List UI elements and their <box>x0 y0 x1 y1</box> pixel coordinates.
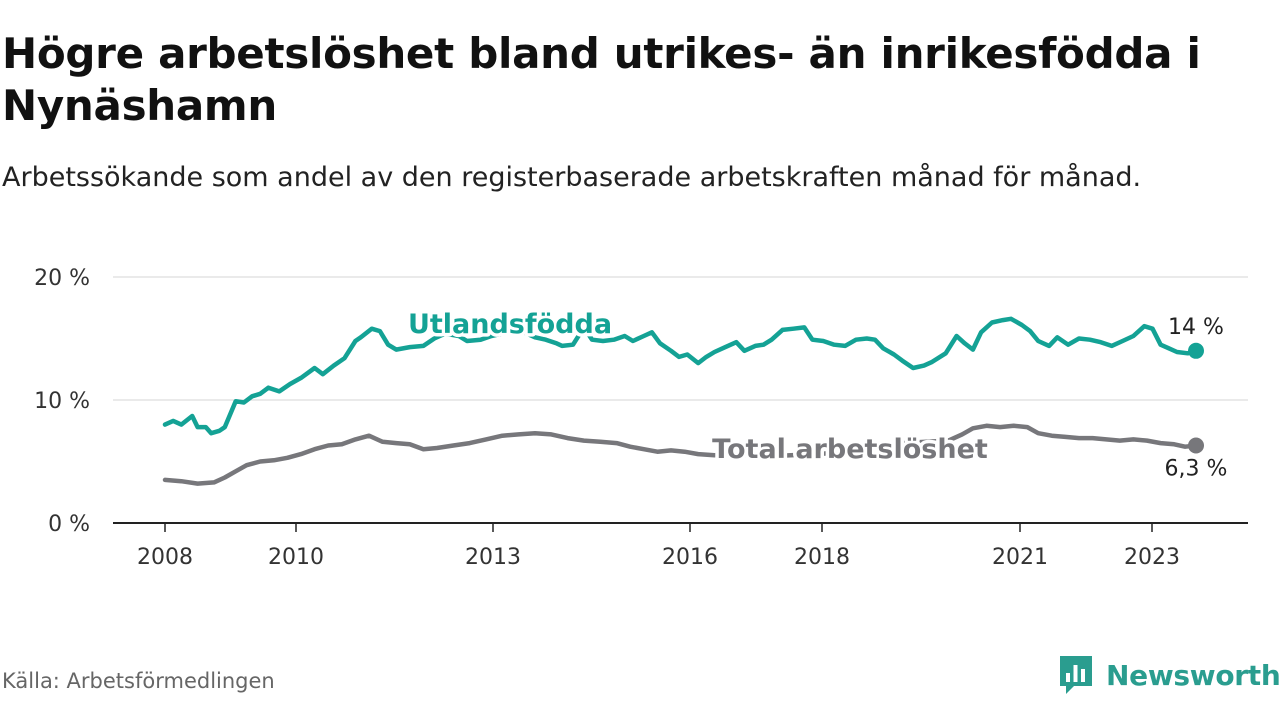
x-tick-label: 2023 <box>1124 545 1180 570</box>
x-tick-label: 2008 <box>137 545 193 570</box>
source-note: Källa: Arbetsförmedlingen <box>2 669 275 693</box>
x-tick-label: 2010 <box>268 545 324 570</box>
series-line-utlandsfodda <box>162 316 1199 436</box>
x-tick-label: 2013 <box>465 545 521 570</box>
series-annotation: Total arbetslöshet <box>712 434 988 465</box>
chart-title: Högre arbetslöshet bland utrikes- än inr… <box>2 29 1201 130</box>
series-end-point <box>1188 437 1204 454</box>
y-tick-label: 0 % <box>48 512 90 537</box>
x-tick-label: 2016 <box>662 545 718 570</box>
x-tick-label: 2021 <box>992 545 1048 570</box>
x-tick-label: 2018 <box>794 545 850 570</box>
y-tick-label: 10 % <box>34 389 90 414</box>
line-chart: 0 % 10 % 20 % 2008 2010 2013 2016 2018 2021 2023 1… <box>34 266 1248 570</box>
series-end-label: 14 % <box>1168 315 1224 340</box>
bar-chart-logo-icon <box>1060 656 1092 694</box>
series-annotation: Utlandsfödda <box>408 309 612 340</box>
series-line-total <box>162 423 1199 486</box>
brand-logo[interactable]: Newsworthy <box>1058 652 1280 698</box>
y-tick-label: 20 % <box>34 266 90 291</box>
chart-subtitle: Arbetssökande som andel av den registerb… <box>2 162 1142 193</box>
series-end-label: 6,3 % <box>1165 457 1228 482</box>
series-end-point <box>1188 342 1204 359</box>
brand-name: Newsworthy <box>1106 658 1280 692</box>
